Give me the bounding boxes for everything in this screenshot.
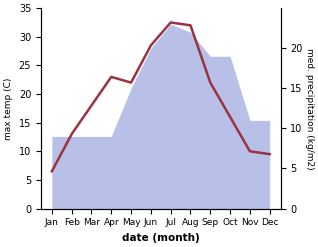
Y-axis label: max temp (C): max temp (C) xyxy=(4,77,13,140)
X-axis label: date (month): date (month) xyxy=(122,233,200,243)
Y-axis label: med. precipitation (kg/m2): med. precipitation (kg/m2) xyxy=(305,48,314,169)
